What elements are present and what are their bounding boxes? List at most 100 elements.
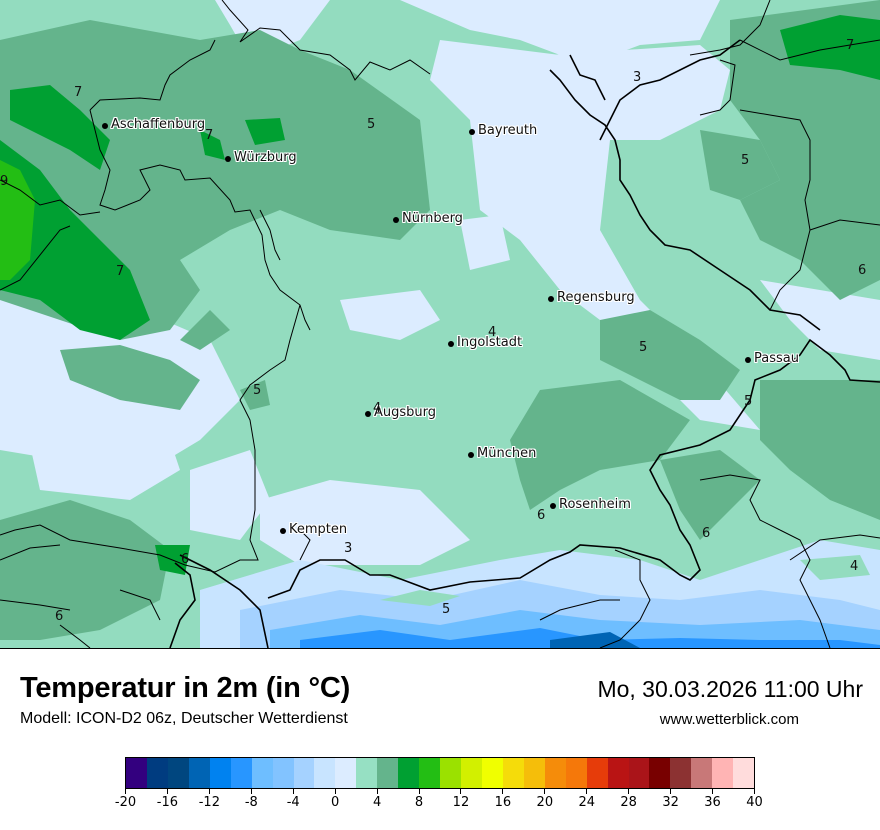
legend-swatch <box>209 758 231 788</box>
map-field <box>0 0 880 648</box>
legend-swatch <box>146 758 168 788</box>
legend-tick-label: 32 <box>662 795 679 810</box>
legend-tick-mark <box>125 789 126 794</box>
contour-label: 3 <box>344 541 353 556</box>
legend-tick-label: 0 <box>331 795 340 810</box>
contour-label: 6 <box>55 609 64 624</box>
contour-label: 5 <box>639 340 648 355</box>
legend-swatch <box>565 758 587 788</box>
contour-label: 6 <box>181 552 190 567</box>
legend-tick-mark <box>292 789 294 794</box>
legend-tick-label: -12 <box>198 795 220 810</box>
city-marker: Augsburg <box>365 405 436 420</box>
city-dot-icon <box>365 410 371 417</box>
legend-swatch <box>670 758 692 788</box>
city-label: Kempten <box>289 522 348 537</box>
contour-label: 4 <box>488 325 497 340</box>
city-dot-icon <box>468 451 474 458</box>
contour-label: 7 <box>116 264 125 279</box>
legend-swatch <box>461 758 482 788</box>
contour-label: 5 <box>741 153 750 168</box>
city-label: Nürnberg <box>402 211 463 226</box>
legend-tick-label: -8 <box>244 795 258 810</box>
city-dot-icon <box>469 128 475 135</box>
city-dot-icon <box>745 356 751 363</box>
contour-label: 5 <box>744 394 753 409</box>
contour-label: 5 <box>367 117 376 132</box>
temperature-map[interactable]: Aschaffenburg Würzburg Bayreuth Nürnberg Reg… <box>0 0 880 649</box>
legend-tick-label: 40 <box>746 795 763 810</box>
legend-swatch <box>481 758 503 788</box>
legend-swatch <box>293 758 315 788</box>
city-marker: München <box>468 446 536 461</box>
legend-tick-label: 8 <box>414 795 424 810</box>
legend-tick-mark <box>250 789 252 794</box>
city-marker: Bayreuth <box>469 123 537 138</box>
legend-tick-mark <box>334 789 336 794</box>
legend-swatch <box>188 758 210 788</box>
city-dot-icon <box>393 216 399 223</box>
legend-tick-mark <box>754 789 755 794</box>
legend-tick-label: 4 <box>372 795 382 810</box>
legend-swatch <box>419 758 441 788</box>
legend-swatch <box>335 758 357 788</box>
city-label: Augsburg <box>374 405 437 420</box>
contour-label: 4 <box>850 559 859 574</box>
legend-swatch <box>167 758 189 788</box>
map-title: Temperatur in 2m (in °C) <box>20 672 351 704</box>
city-marker: Nürnberg <box>393 211 463 226</box>
city-label: Aschaffenburg <box>111 117 206 132</box>
city-label: Ingolstadt <box>457 335 523 350</box>
legend-swatch <box>230 758 252 788</box>
contour-label: 6 <box>537 508 546 523</box>
contour-label: 7 <box>846 38 855 53</box>
legend-tick-label: 36 <box>704 795 721 810</box>
city-dot-icon <box>225 155 231 162</box>
city-dot-icon <box>548 295 554 302</box>
forecast-datetime: Mo, 30.03.2026 11:00 Uhr <box>597 676 863 702</box>
legend-tick-mark <box>460 789 462 794</box>
contour-label: 7 <box>205 128 214 143</box>
contour-label: 3 <box>633 70 642 85</box>
legend-tick-mark <box>586 789 588 794</box>
legend-swatch <box>691 758 713 788</box>
legend-tick-label: 24 <box>578 795 596 810</box>
website-link[interactable]: www.wetterblick.com <box>659 711 799 728</box>
city-dot-icon <box>280 527 286 534</box>
legend-tick-label: 16 <box>494 795 512 810</box>
city-marker: Ingolstadt <box>448 335 522 350</box>
legend-swatch <box>251 758 273 788</box>
legend-swatch <box>377 758 399 788</box>
contour-label: 4 <box>373 401 382 416</box>
legend-tick-mark <box>418 789 420 794</box>
model-source: Modell: ICON-D2 06z, Deutscher Wetterdie… <box>20 710 348 727</box>
legend-tick-label: -16 <box>156 795 179 810</box>
contour-label: 6 <box>702 526 711 541</box>
legend-swatch <box>628 758 650 788</box>
legend-tick-mark <box>208 789 210 794</box>
legend-swatch <box>523 758 545 788</box>
city-label: Würzburg <box>234 150 297 165</box>
city-marker: Kempten <box>280 522 347 537</box>
legend-tick-mark <box>670 789 672 794</box>
city-marker: Würzburg <box>225 150 297 165</box>
city-label: Bayreuth <box>478 123 538 138</box>
city-marker: Rosenheim <box>550 497 631 512</box>
legend-tick-label: 12 <box>452 795 470 810</box>
legend-swatch <box>126 758 147 788</box>
legend-swatch <box>649 758 671 788</box>
legend-swatch <box>544 758 566 788</box>
legend-tick-mark <box>628 789 630 794</box>
legend-swatch <box>607 758 629 788</box>
legend-swatch <box>502 758 524 788</box>
city-label: München <box>477 446 537 461</box>
legend-swatch <box>712 758 734 788</box>
contour-label: 7 <box>74 85 83 100</box>
city-marker: Passau <box>745 351 799 366</box>
contour-label: 5 <box>442 602 451 617</box>
city-dot-icon <box>102 122 108 129</box>
legend-tick-mark <box>166 789 168 794</box>
city-label: Passau <box>754 351 799 366</box>
city-label: Regensburg <box>557 290 635 305</box>
legend-tick-label: -20 <box>114 795 137 810</box>
